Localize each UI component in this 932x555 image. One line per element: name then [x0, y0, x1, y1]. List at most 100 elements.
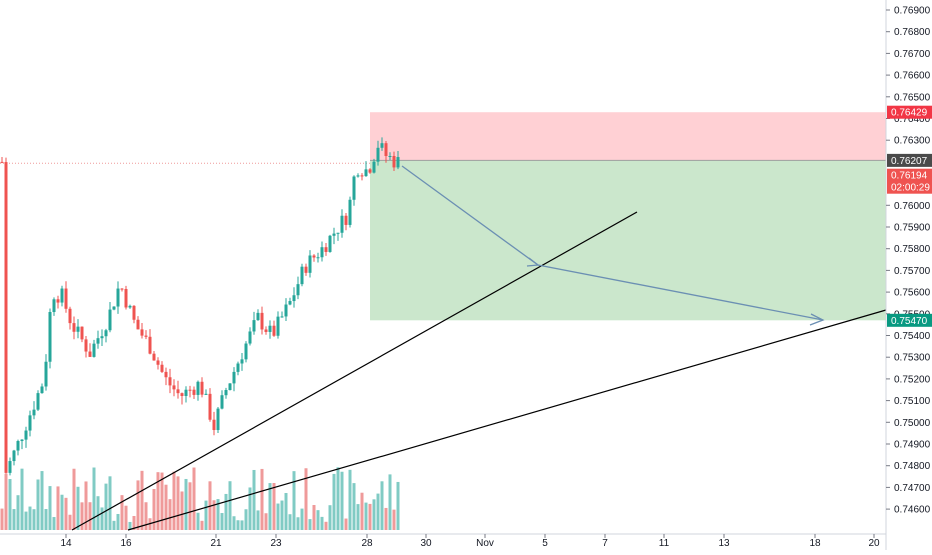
- candle-down[interactable]: [360, 175, 364, 177]
- candle-up[interactable]: [308, 255, 312, 273]
- candle-down[interactable]: [72, 323, 76, 332]
- candle-up[interactable]: [16, 441, 20, 451]
- candle-up[interactable]: [252, 320, 256, 332]
- candle-down[interactable]: [68, 308, 72, 324]
- stop-loss-zone[interactable]: [370, 112, 886, 161]
- candle-up[interactable]: [380, 143, 384, 148]
- candle-up[interactable]: [316, 257, 320, 259]
- candle-up[interactable]: [292, 295, 296, 302]
- candle-up[interactable]: [36, 393, 40, 410]
- candle-up[interactable]: [364, 169, 368, 177]
- candle-up[interactable]: [100, 336, 104, 339]
- candle-down[interactable]: [324, 247, 328, 252]
- candle-up[interactable]: [376, 147, 380, 162]
- candle-up[interactable]: [28, 415, 32, 431]
- candle-up[interactable]: [236, 363, 240, 372]
- candle-down[interactable]: [0, 161, 4, 163]
- candle-up[interactable]: [256, 312, 260, 321]
- candle-up[interactable]: [20, 439, 24, 442]
- candle-down[interactable]: [64, 288, 68, 309]
- candle-up[interactable]: [348, 199, 352, 225]
- candle-up[interactable]: [328, 235, 332, 252]
- candle-up[interactable]: [288, 301, 292, 305]
- candle-up[interactable]: [196, 381, 200, 395]
- candle-up[interactable]: [52, 299, 56, 313]
- candle-up[interactable]: [332, 233, 336, 236]
- candle-up[interactable]: [216, 408, 220, 431]
- candle-up[interactable]: [356, 175, 360, 177]
- candle-down[interactable]: [140, 329, 144, 336]
- candle-up[interactable]: [32, 409, 36, 416]
- candle-up[interactable]: [44, 361, 48, 387]
- candle-down[interactable]: [192, 389, 196, 395]
- candle-down[interactable]: [148, 336, 152, 354]
- candle-down[interactable]: [120, 288, 124, 290]
- candle-up[interactable]: [128, 305, 132, 308]
- candle-down[interactable]: [344, 215, 348, 225]
- candle-down[interactable]: [4, 162, 8, 473]
- candle-up[interactable]: [224, 390, 228, 396]
- candle-up[interactable]: [320, 247, 324, 258]
- candle-down[interactable]: [180, 393, 184, 396]
- candle-up[interactable]: [108, 309, 112, 331]
- candle-down[interactable]: [156, 360, 160, 365]
- candle-up[interactable]: [104, 330, 108, 337]
- candle-up[interactable]: [12, 450, 16, 462]
- candle-down[interactable]: [200, 381, 204, 395]
- candle-up[interactable]: [40, 386, 44, 394]
- candle-down[interactable]: [88, 351, 92, 357]
- candle-down[interactable]: [168, 377, 172, 386]
- candle-down[interactable]: [208, 393, 212, 420]
- candle-up[interactable]: [372, 161, 376, 173]
- candle-up[interactable]: [112, 306, 116, 310]
- candle-up[interactable]: [300, 266, 304, 285]
- candle-up[interactable]: [184, 389, 188, 396]
- candle-down[interactable]: [304, 266, 308, 273]
- take-profit-zone[interactable]: [370, 160, 886, 321]
- candle-down[interactable]: [164, 371, 168, 378]
- candle-down[interactable]: [136, 319, 140, 330]
- candle-down[interactable]: [144, 335, 148, 337]
- candle-up[interactable]: [204, 393, 208, 395]
- candle-up[interactable]: [340, 215, 344, 233]
- candle-up[interactable]: [248, 331, 252, 344]
- candle-up[interactable]: [244, 343, 248, 360]
- candle-up[interactable]: [296, 284, 300, 296]
- candle-up[interactable]: [388, 155, 392, 157]
- candle-up[interactable]: [352, 176, 356, 200]
- candle-down[interactable]: [212, 419, 216, 431]
- trend-line-lower[interactable]: [127, 309, 887, 531]
- candle-down[interactable]: [160, 364, 164, 372]
- candle-down[interactable]: [188, 389, 192, 391]
- candle-up[interactable]: [76, 326, 80, 332]
- candle-down[interactable]: [172, 385, 176, 390]
- candle-up[interactable]: [220, 395, 224, 409]
- candle-down[interactable]: [56, 299, 60, 303]
- candle-down[interactable]: [368, 169, 372, 173]
- candle-down[interactable]: [392, 155, 396, 168]
- candle-up[interactable]: [60, 288, 64, 303]
- candle-up[interactable]: [96, 338, 100, 344]
- candle-down[interactable]: [124, 289, 128, 308]
- candle-up[interactable]: [240, 359, 244, 364]
- candle-up[interactable]: [232, 371, 236, 384]
- candle-up[interactable]: [280, 316, 284, 318]
- candle-down[interactable]: [384, 143, 388, 156]
- candle-up[interactable]: [396, 157, 400, 168]
- candle-down[interactable]: [84, 339, 88, 352]
- candle-up[interactable]: [228, 383, 232, 391]
- candle-down[interactable]: [272, 325, 276, 336]
- candle-down[interactable]: [176, 389, 180, 394]
- candle-up[interactable]: [336, 232, 340, 234]
- candle-up[interactable]: [48, 312, 52, 362]
- candle-up[interactable]: [8, 461, 12, 473]
- candle-down[interactable]: [132, 305, 136, 320]
- candle-down[interactable]: [152, 353, 156, 361]
- candle-up[interactable]: [284, 304, 288, 317]
- candle-up[interactable]: [24, 430, 28, 440]
- candle-up[interactable]: [276, 316, 280, 336]
- candle-down[interactable]: [80, 326, 84, 340]
- candle-down[interactable]: [264, 329, 268, 332]
